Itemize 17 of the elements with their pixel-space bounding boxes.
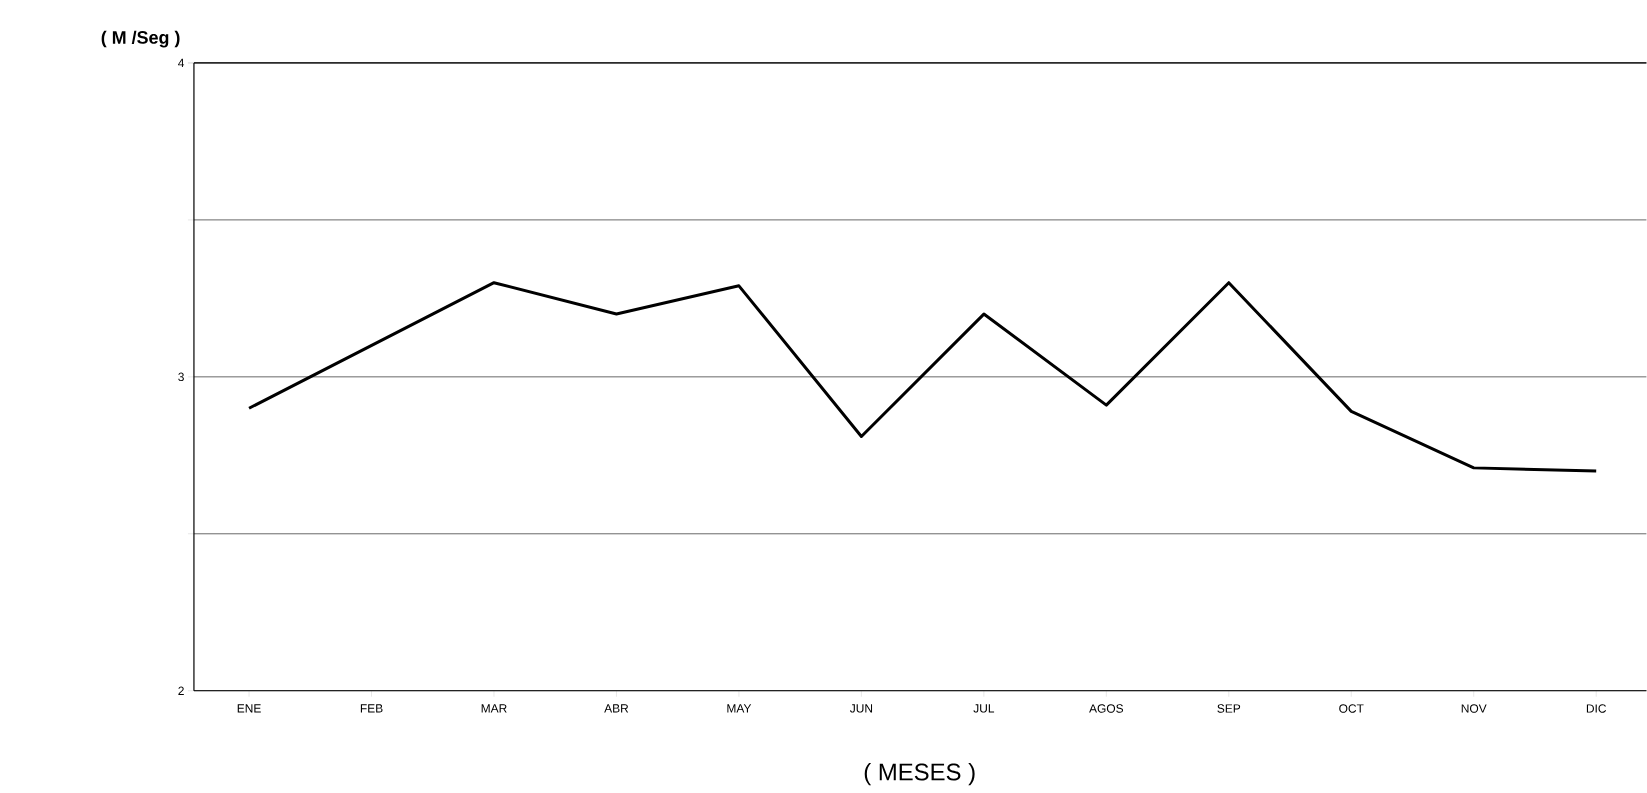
x-tick-label: NOV	[1461, 704, 1487, 713]
x-tick-label: MAR	[481, 704, 507, 713]
y-tick-label: 2	[178, 686, 184, 696]
y-axis-title: ( M /Seg )	[101, 30, 180, 48]
x-tick-label: AGOS	[1089, 704, 1124, 713]
x-tick-label: FEB	[360, 704, 383, 713]
x-tick-label: OCT	[1339, 704, 1364, 713]
x-tick-label: ABR	[604, 704, 629, 713]
x-tick-label: ENE	[237, 704, 261, 713]
y-tick-label: 3	[178, 372, 184, 382]
x-tick-label: MAY	[727, 704, 752, 713]
y-tick-label: 4	[178, 59, 185, 68]
x-tick-label: JUN	[849, 704, 873, 713]
x-tick-label: JUL	[973, 704, 995, 713]
x-axis-title: ( MESES )	[864, 763, 975, 786]
x-tick-label: DIC	[1586, 704, 1607, 713]
x-tick-label: SEP	[1217, 704, 1241, 713]
